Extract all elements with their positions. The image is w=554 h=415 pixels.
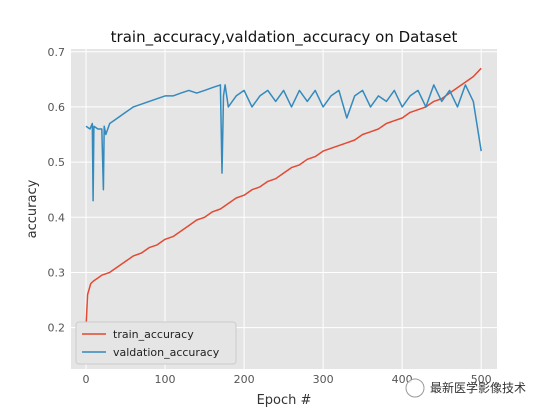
y-tick-label: 0.7 xyxy=(48,46,66,59)
legend: train_accuracy valdation_accuracy xyxy=(75,321,237,365)
series-line-valdation-accuracy xyxy=(85,84,482,202)
y-tick-label: 0.5 xyxy=(48,156,66,169)
plot-area xyxy=(71,49,497,369)
watermark: 最新医学影像技术 xyxy=(405,378,526,398)
chart-title: train_accuracy,valdation_accuracy on Dat… xyxy=(111,28,458,47)
y-tick-label: 0.4 xyxy=(48,211,66,224)
y-axis-ticks: 0.2 0.3 0.4 0.5 0.6 0.7 xyxy=(48,46,66,335)
y-axis-label: accuracy xyxy=(25,179,40,238)
series-layer xyxy=(85,67,482,328)
y-tick-label: 0.3 xyxy=(48,266,66,279)
legend-box xyxy=(75,321,237,365)
watermark-icon xyxy=(405,378,425,398)
x-tick-label: 500 xyxy=(471,373,492,386)
x-axis-ticks: 0 100 200 300 400 500 xyxy=(83,373,492,386)
x-tick-label: 200 xyxy=(234,373,255,386)
series-line-train-accuracy xyxy=(85,67,482,328)
legend-label-train-accuracy: train_accuracy xyxy=(113,328,194,341)
x-tick-label: 300 xyxy=(313,373,334,386)
legend-label-valdation-accuracy: valdation_accuracy xyxy=(113,346,220,359)
watermark-text: 最新医学影像技术 xyxy=(430,380,526,395)
y-tick-label: 0.6 xyxy=(48,101,66,114)
x-tick-label: 100 xyxy=(155,373,176,386)
y-tick-label: 0.2 xyxy=(48,322,66,335)
x-tick-label: 0 xyxy=(83,373,90,386)
x-axis-label: Epoch # xyxy=(257,393,312,408)
